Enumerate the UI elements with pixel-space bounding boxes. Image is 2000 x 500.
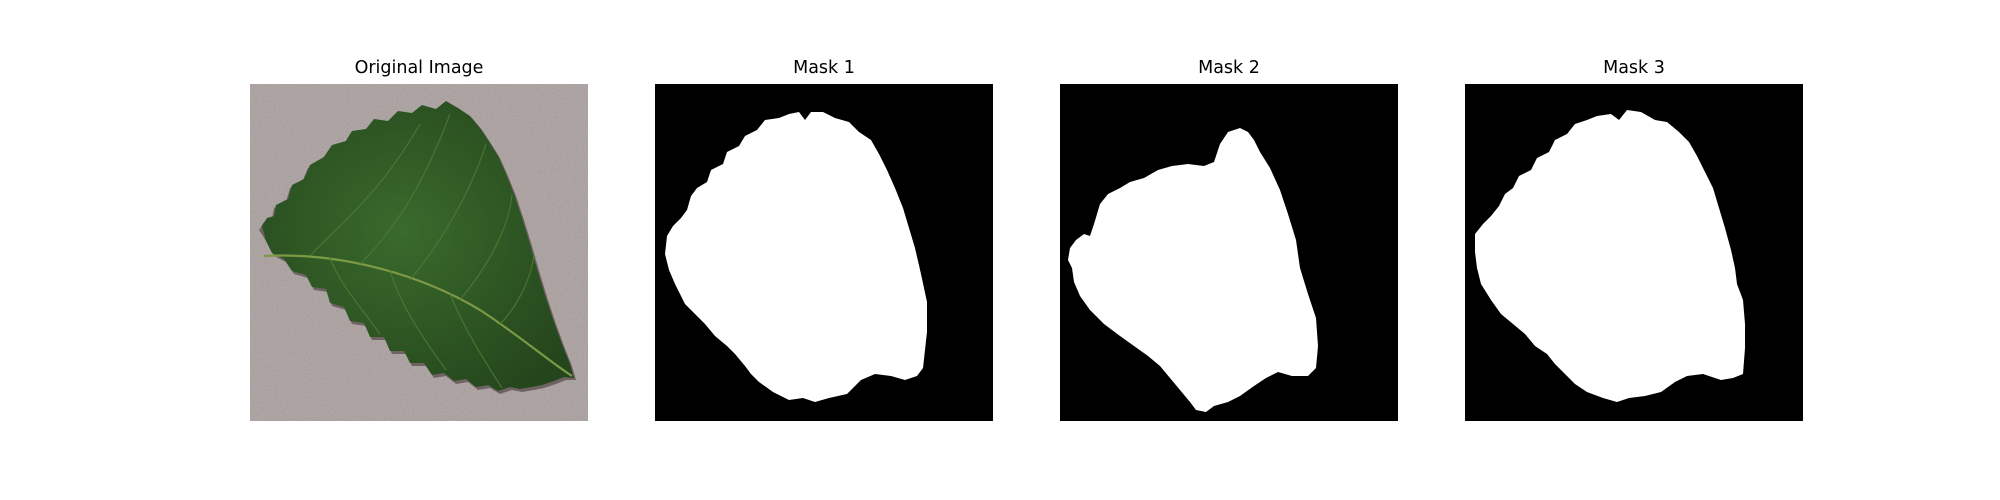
panel-title: Mask 1 xyxy=(793,58,855,78)
panel-title: Mask 2 xyxy=(1198,58,1260,78)
mask-3-image xyxy=(1465,84,1803,421)
leaf-midrib xyxy=(263,254,573,377)
leaf-photo xyxy=(250,84,588,421)
mask-2-image xyxy=(1060,84,1398,421)
mask-region xyxy=(665,112,927,402)
mask-1-image xyxy=(655,84,993,421)
mask-region xyxy=(1475,110,1745,402)
mask-region xyxy=(1068,128,1318,412)
leaf-veins xyxy=(309,113,535,389)
panel-title: Mask 3 xyxy=(1603,58,1665,78)
panel-title: Original Image xyxy=(354,58,484,78)
leaf-body xyxy=(262,101,574,391)
